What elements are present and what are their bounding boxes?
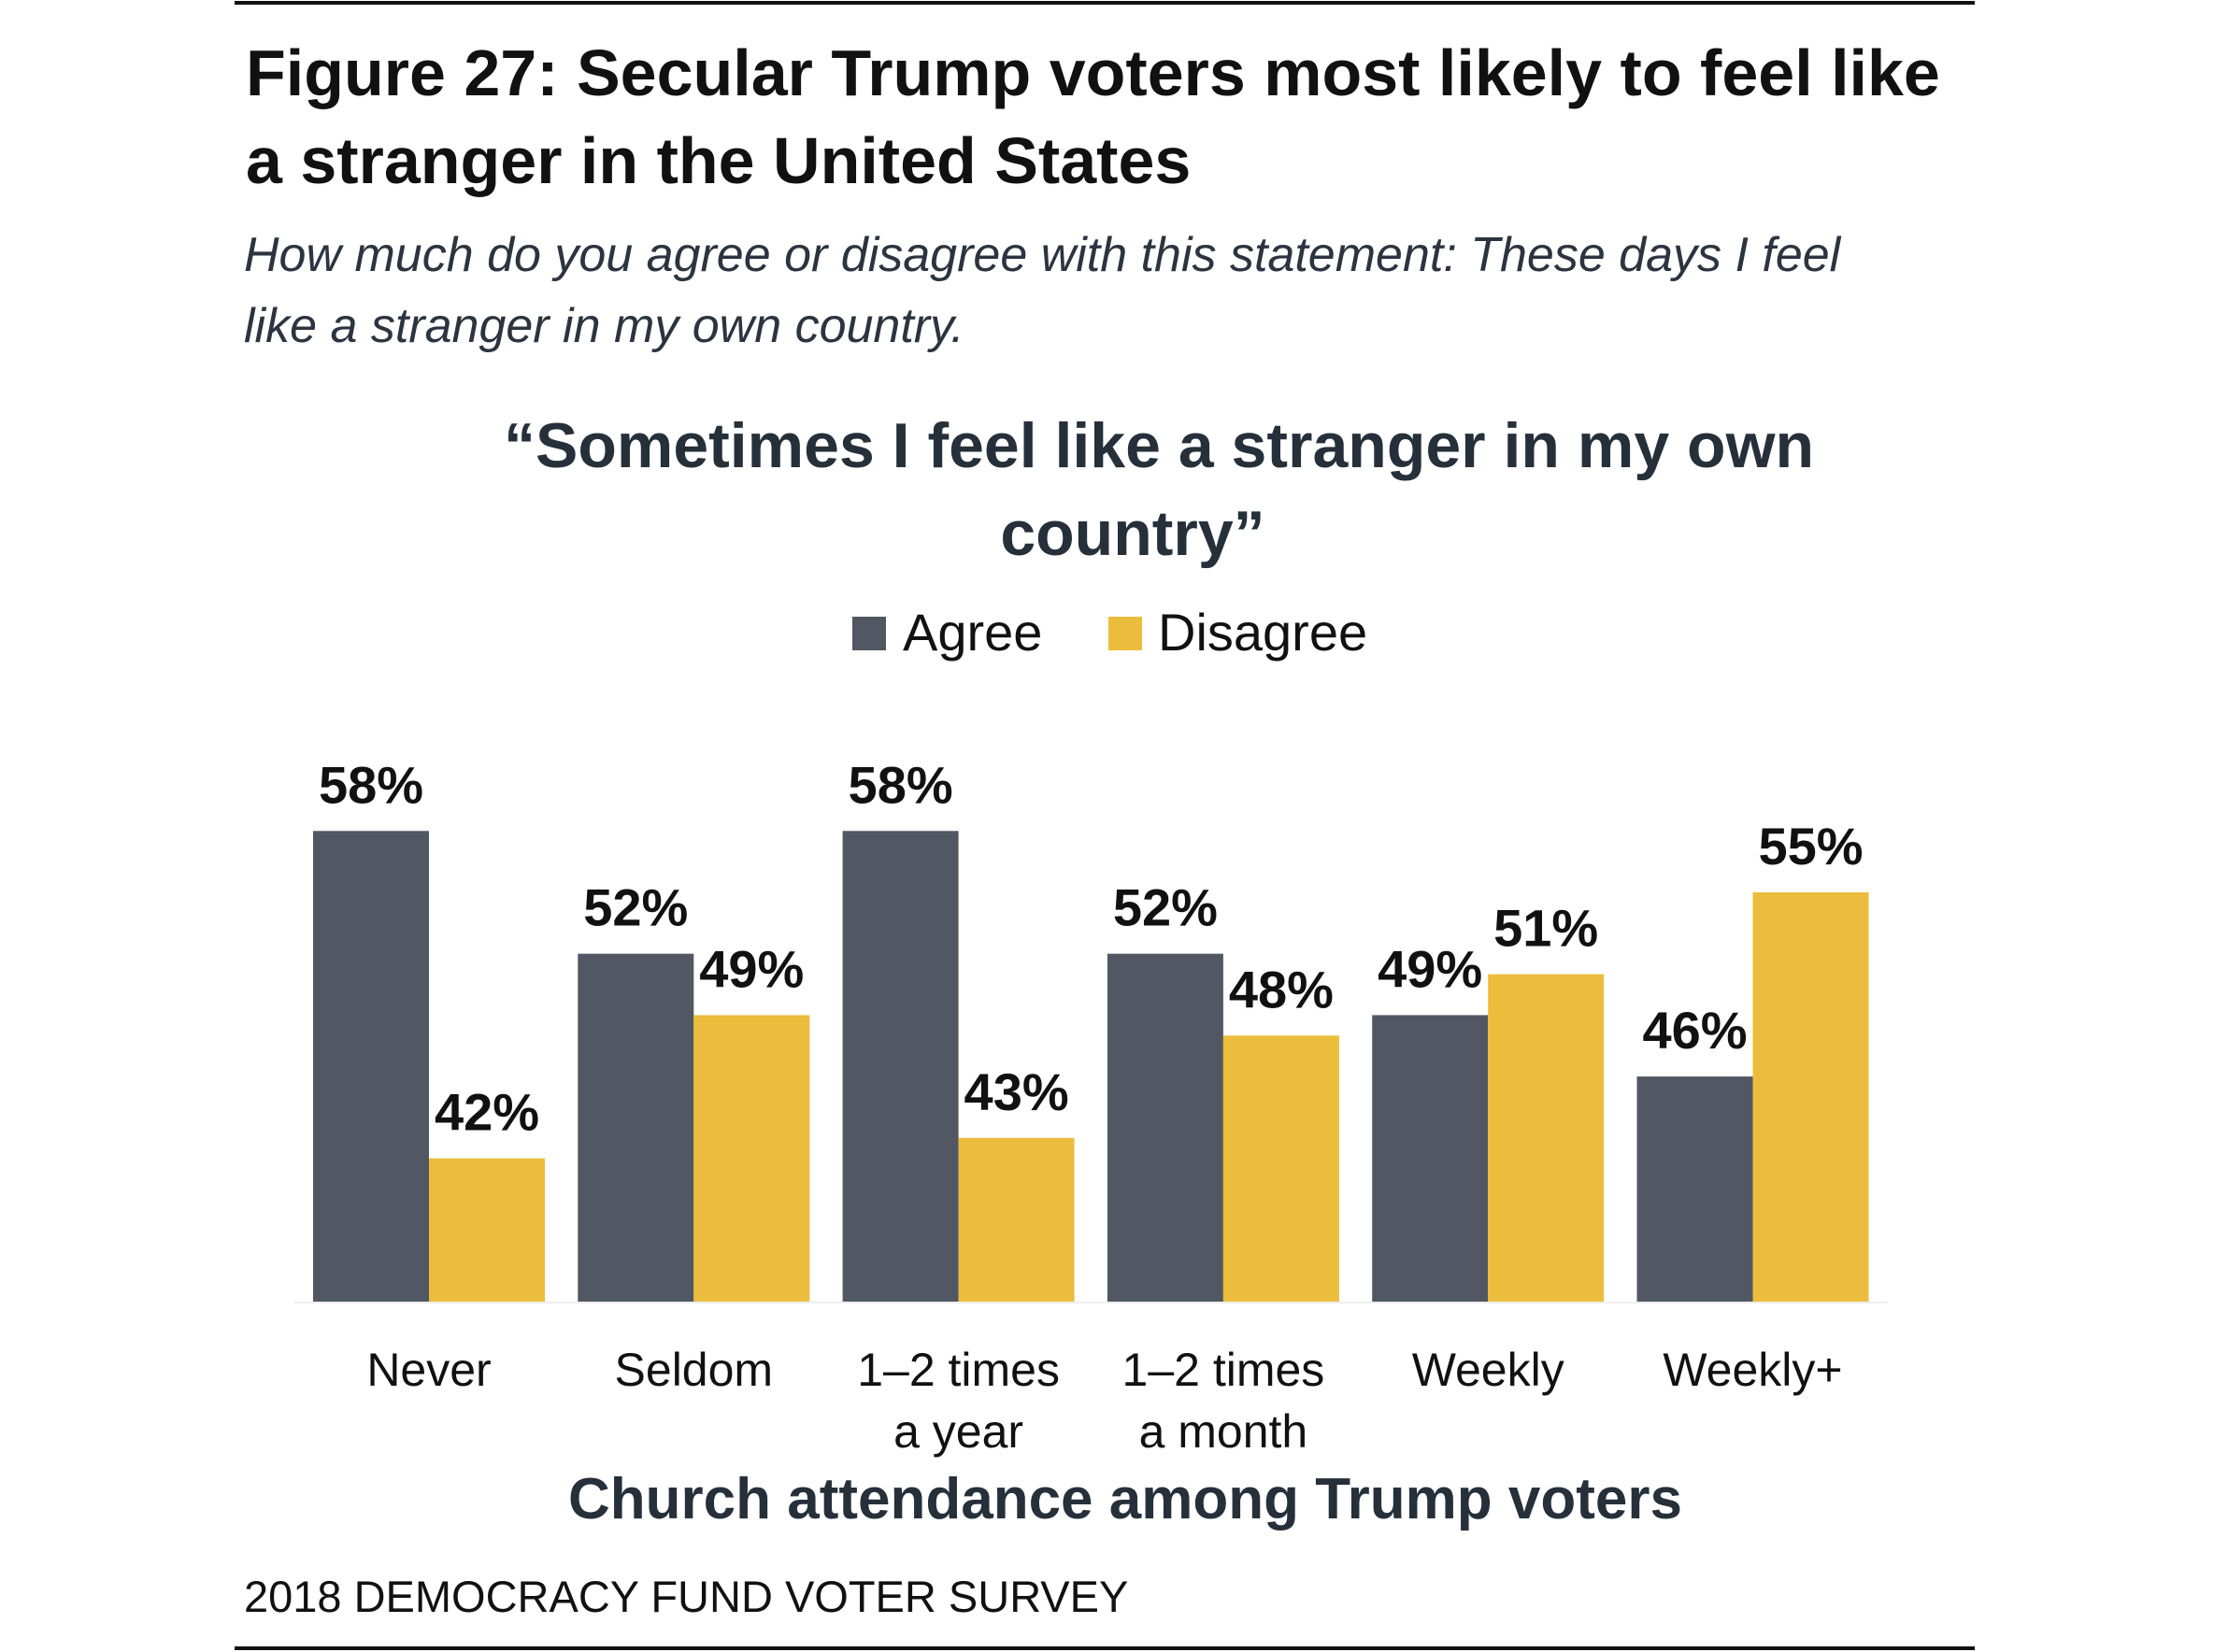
x-tick-label: 1–2 times bbox=[1122, 1344, 1325, 1396]
data-label-disagree: 42% bbox=[435, 1083, 539, 1142]
x-tick-label: Seldom bbox=[615, 1344, 774, 1396]
bar-agree bbox=[1107, 953, 1223, 1302]
x-tick-label: Weekly+ bbox=[1663, 1344, 1842, 1396]
figure-title-line-1: Figure 27: Secular Trump voters most lik… bbox=[246, 36, 1940, 109]
bar-disagree bbox=[1752, 892, 1869, 1302]
bar-agree bbox=[1636, 1076, 1753, 1302]
figure-subtitle-line-1: How much do you agree or disagree with t… bbox=[244, 228, 1842, 282]
x-axis-title: Church attendance among Trump voters bbox=[568, 1467, 1682, 1531]
data-label-agree: 49% bbox=[1378, 939, 1482, 998]
data-label-agree: 52% bbox=[1113, 878, 1218, 937]
x-tick-label: a year bbox=[893, 1405, 1023, 1458]
data-label-agree: 46% bbox=[1642, 1001, 1747, 1060]
data-label-disagree: 43% bbox=[964, 1062, 1069, 1121]
bar-disagree bbox=[693, 1015, 810, 1302]
data-label-agree: 52% bbox=[583, 878, 688, 937]
x-tick-label: 1–2 times bbox=[857, 1344, 1060, 1396]
bar-agree bbox=[1372, 1015, 1489, 1302]
bar-disagree bbox=[958, 1137, 1075, 1302]
x-tick-label: Never bbox=[366, 1344, 491, 1396]
legend: Agree Disagree bbox=[852, 603, 1367, 662]
legend-swatch-agree bbox=[852, 617, 886, 650]
data-label-disagree: 48% bbox=[1229, 960, 1334, 1018]
legend-label-agree: Agree bbox=[903, 603, 1042, 662]
legend-label-disagree: Disagree bbox=[1158, 603, 1367, 662]
data-label-agree: 58% bbox=[319, 755, 423, 814]
data-label-disagree: 51% bbox=[1493, 899, 1598, 958]
chart-title-line-1: “Sometimes I feel like a stranger in my … bbox=[504, 410, 1814, 481]
legend-swatch-disagree bbox=[1108, 617, 1142, 650]
bar-agree bbox=[842, 831, 959, 1302]
figure-subtitle-line-2: like a stranger in my own country. bbox=[244, 299, 964, 353]
x-tick-label: a month bbox=[1139, 1405, 1308, 1458]
chart-title-line-2: country” bbox=[1000, 498, 1264, 569]
bar-agree bbox=[313, 831, 429, 1302]
data-label-disagree: 49% bbox=[699, 939, 804, 998]
x-tick-label: Weekly bbox=[1412, 1344, 1564, 1396]
data-label-agree: 58% bbox=[849, 755, 953, 814]
figure-title-line-2: a stranger in the United States bbox=[246, 124, 1191, 197]
source-note: 2018 DEMOCRACY FUND VOTER SURVEY bbox=[244, 1572, 1128, 1621]
bar-disagree bbox=[1488, 974, 1605, 1302]
bar-disagree bbox=[429, 1158, 545, 1302]
data-label-disagree: 55% bbox=[1758, 817, 1863, 876]
bar-disagree bbox=[1222, 1035, 1339, 1302]
bar-agree bbox=[578, 953, 694, 1302]
